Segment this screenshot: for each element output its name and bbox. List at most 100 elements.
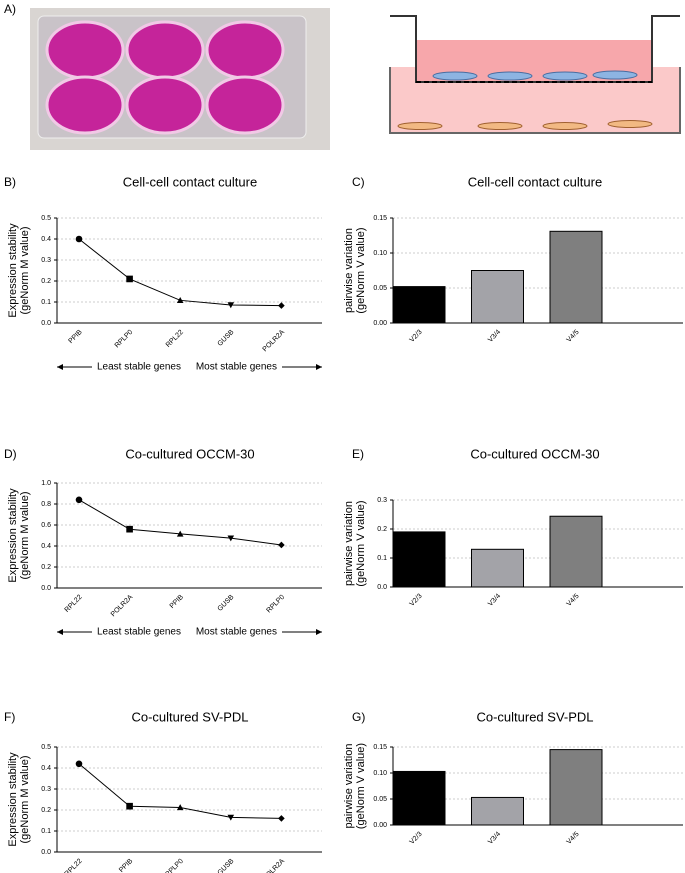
- x-tick-label: V2/3: [409, 329, 424, 344]
- y-tick-label: 0.2: [377, 526, 387, 533]
- y-tick-label: 0.8: [41, 501, 51, 508]
- marker: [227, 302, 235, 309]
- chart-title: Cell-cell contact culture: [123, 174, 257, 189]
- x-tick-label: V2/3: [409, 831, 424, 846]
- bar: [392, 531, 446, 588]
- y-tick-label: 0.0: [377, 584, 387, 591]
- marker: [75, 496, 83, 504]
- marker: [227, 535, 235, 542]
- x-tick-label: GUSB: [217, 329, 236, 348]
- x-tick-label: V3/4: [487, 329, 502, 344]
- marker: [176, 530, 184, 537]
- panel-label: D): [4, 447, 17, 461]
- y-tick-label: 0.10: [373, 770, 387, 777]
- y-tick-label: 0.2: [41, 807, 51, 814]
- x-note: Least stable genes: [97, 627, 181, 638]
- x-tick-label: V4/5: [566, 593, 581, 608]
- chart-title: Co-cultured OCCM-30: [125, 446, 254, 461]
- y-tick-label: 0.00: [373, 320, 387, 327]
- arrow-head: [316, 629, 322, 635]
- y-tick-label: 0.2: [41, 278, 51, 285]
- bar: [549, 749, 603, 826]
- y-axis-label: (geNorm M value): [19, 755, 31, 843]
- y-tick-label: 0.10: [373, 250, 387, 257]
- bar: [392, 286, 446, 324]
- plate-photo: [30, 8, 330, 150]
- x-tick-label: RPLP0: [265, 594, 286, 615]
- y-tick-label: 0.3: [41, 786, 51, 793]
- y-tick-label: 0.2: [41, 564, 51, 571]
- chart-title: Cell-cell contact culture: [468, 174, 602, 189]
- x-tick-label: V2/3: [409, 593, 424, 608]
- y-tick-label: 0.5: [41, 215, 51, 222]
- y-tick-label: 0.4: [41, 765, 51, 772]
- y-tick-label: 0.0: [41, 585, 51, 592]
- y-axis-label: pairwise variation: [343, 228, 355, 313]
- y-tick-label: 0.05: [373, 796, 387, 803]
- transwell-diagram: [389, 15, 681, 134]
- marker: [278, 815, 285, 822]
- bar: [471, 796, 524, 826]
- y-tick-label: 0.3: [41, 257, 51, 264]
- line: [78, 238, 282, 307]
- x-tick-label: RPL22: [64, 594, 84, 614]
- y-axis-label: pairwise variation: [343, 744, 355, 829]
- y-tick-label: 0.15: [373, 215, 387, 222]
- y-axis-label: (geNorm M value): [19, 226, 31, 314]
- x-tick-label: V3/4: [487, 831, 502, 846]
- bar: [471, 548, 524, 588]
- y-tick-label: 0.1: [41, 299, 51, 306]
- y-axis-label: (geNorm V value): [355, 227, 367, 313]
- x-tick-label: PPIB: [118, 858, 134, 873]
- y-tick-label: 0.4: [41, 236, 51, 243]
- chart-title: Co-cultured SV-PDL: [131, 709, 248, 724]
- x-tick-label: V3/4: [487, 593, 502, 608]
- arrow-head: [57, 364, 63, 370]
- panel-label: B): [4, 175, 16, 189]
- panel-label: A): [4, 2, 16, 16]
- y-tick-label: 0.6: [41, 522, 51, 529]
- y-axis-label: Expression stability: [7, 752, 19, 847]
- chart-title: Co-cultured SV-PDL: [476, 709, 593, 724]
- bar: [471, 270, 524, 324]
- y-axis-label: Expression stability: [7, 488, 19, 583]
- marker: [126, 275, 133, 283]
- x-tick-label: RPL22: [165, 329, 185, 349]
- marker: [278, 302, 285, 309]
- marker: [75, 235, 83, 243]
- marker: [126, 525, 133, 533]
- panel-label: C): [352, 175, 365, 189]
- marker: [75, 760, 83, 768]
- x-tick-label: GUSB: [217, 858, 236, 873]
- y-tick-label: 0.0: [41, 849, 51, 856]
- y-axis-label: (geNorm M value): [19, 491, 31, 579]
- marker: [126, 802, 133, 810]
- arrow-head: [57, 629, 63, 635]
- marker: [278, 541, 285, 549]
- x-tick-label: RPLP0: [164, 858, 185, 873]
- marker: [176, 297, 184, 303]
- y-axis-label: pairwise variation: [343, 501, 355, 586]
- y-tick-label: 0.00: [373, 822, 387, 829]
- line: [78, 499, 282, 546]
- y-tick-label: 0.0: [41, 320, 51, 327]
- x-tick-label: POLR2A: [262, 858, 287, 873]
- panel-label: E): [352, 447, 364, 461]
- panel-label: F): [4, 710, 15, 724]
- y-axis-label: (geNorm V value): [355, 500, 367, 586]
- x-tick-label: PPIB: [169, 594, 185, 610]
- y-tick-label: 0.1: [377, 555, 387, 562]
- bar: [392, 770, 446, 826]
- y-axis-label: (geNorm V value): [355, 743, 367, 829]
- x-note: Least stable genes: [97, 362, 181, 373]
- y-axis-label: Expression stability: [7, 223, 19, 318]
- arrow-head: [316, 364, 322, 370]
- x-tick-label: POLR2A: [110, 594, 135, 619]
- panel-label: G): [352, 710, 365, 724]
- y-tick-label: 0.05: [373, 285, 387, 292]
- chart-title: Co-cultured OCCM-30: [470, 446, 599, 461]
- marker: [176, 804, 184, 811]
- x-tick-label: PPIB: [67, 329, 83, 345]
- y-tick-label: 0.5: [41, 744, 51, 751]
